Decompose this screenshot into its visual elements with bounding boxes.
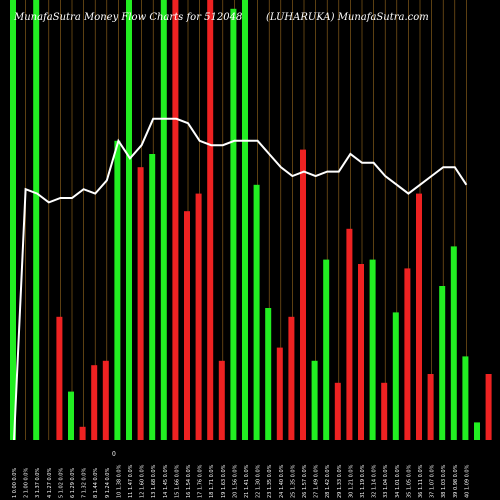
outflow-bar — [102, 360, 109, 440]
x-tick-label: 10 1.38 0.0% — [116, 464, 122, 498]
money-flow-line — [13, 117, 468, 441]
inflow-bar — [392, 312, 399, 440]
outflow-bar — [288, 316, 295, 440]
x-tick-label: 39 0.98 0.0% — [453, 464, 459, 498]
inflow-bar — [160, 0, 167, 440]
inflow-bar — [474, 422, 480, 440]
inflow-bar — [230, 8, 237, 441]
inflow-bar — [323, 259, 330, 440]
inflow-bar — [33, 0, 40, 440]
x-tick-label: 1 0.00 0.0% — [12, 468, 18, 498]
x-tick-label: 19 1.63 0.0% — [221, 464, 227, 498]
outflow-bar — [195, 193, 202, 440]
outflow-bar — [207, 0, 214, 440]
x-tick-label: 7 1.32 0.0% — [82, 468, 88, 498]
inflow-bar — [462, 356, 469, 440]
x-tick-label: 31 1.19 0.0% — [360, 464, 366, 498]
outflow-bar — [334, 382, 341, 440]
x-tick-label: 17 1.76 0.0% — [198, 464, 204, 498]
x-tick-label: 32 1.14 0.0% — [372, 464, 378, 498]
x-tick-label: 11 1.47 0.0% — [128, 464, 134, 498]
x-tick-label: 21 1.41 0.0% — [244, 464, 250, 498]
x-tick-label: 40 1.09 0.0% — [464, 464, 470, 498]
x-tick-label: 37 1.07 0.0% — [430, 464, 436, 498]
x-tick-label: 29 1.33 0.0% — [337, 464, 343, 498]
x-tick-label: 22 1.30 0.0% — [256, 464, 262, 498]
x-tick-label: 26 1.57 0.0% — [302, 464, 308, 498]
outflow-bar — [172, 0, 179, 440]
inflow-bar — [369, 259, 376, 440]
outflow-bar — [404, 268, 411, 440]
x-tick-labels: 1 0.00 0.0% 2 1.00 0.0% 3 1.37 0.0% 4 1.27 … — [12, 464, 470, 498]
outflow-bar — [358, 264, 364, 440]
x-tick-label: 14 1.45 0.0% — [163, 464, 169, 498]
inflow-bar — [450, 246, 457, 440]
outflow-bar — [218, 360, 225, 440]
outflow-bar — [427, 374, 434, 440]
x-tick-label: 38 1.03 0.0% — [441, 464, 447, 498]
outflow-bar — [485, 374, 492, 440]
chart-subtitle: (LUHARUKA) MunafaSutra.com — [266, 12, 429, 23]
inflow-bar — [126, 0, 132, 440]
x-tick-label: 15 1.66 0.0% — [174, 464, 180, 498]
inflow-bar — [253, 184, 260, 440]
inflow-bar — [68, 391, 74, 440]
x-tick-label: 35 1.05 0.0% — [406, 464, 412, 498]
inflow-bar — [10, 0, 16, 440]
x-tick-label: 12 1.60 0.0% — [140, 464, 146, 498]
money-flow-bars — [10, 0, 492, 441]
outflow-bar — [91, 365, 98, 440]
inflow-bar — [311, 360, 318, 440]
outflow-bar — [416, 193, 422, 440]
outflow-bar — [276, 347, 283, 440]
outflow-bar — [79, 426, 86, 440]
x-tick-label: 23 1.35 0.0% — [267, 464, 273, 498]
inflow-bar — [114, 140, 121, 441]
chart-title: MunafaSutra Money Flow Charts for 512048 — [13, 12, 242, 23]
inflow-bar — [439, 286, 446, 440]
x-tick-label: 6 1.29 0.0% — [70, 468, 76, 498]
x-tick-label: 16 1.54 0.0% — [186, 464, 192, 498]
inflow-bar — [242, 0, 248, 440]
outflow-bar — [56, 316, 63, 440]
x-tick-label: 18 1.71 0.0% — [209, 464, 215, 498]
outflow-bar — [300, 149, 306, 440]
outflow-bar — [137, 167, 144, 440]
x-tick-label: 27 1.49 0.0% — [314, 464, 320, 498]
x-tick-label: 36 1.11 0.0% — [418, 464, 424, 498]
x-tick-label: 4 1.27 0.0% — [47, 468, 53, 498]
outflow-bar — [346, 228, 353, 440]
x-tick-label: 3 1.37 0.0% — [35, 468, 41, 498]
outflow-bar — [381, 382, 388, 440]
x-tick-label: 33 1.04 0.0% — [383, 464, 389, 498]
inflow-bar — [265, 308, 272, 440]
outflow-bar — [184, 211, 190, 440]
x-tick-label: 2 1.00 0.0% — [24, 468, 30, 498]
x-tick-label: 24 1.40 0.0% — [279, 464, 285, 498]
x-tick-label: 5 1.02 0.0% — [58, 468, 64, 498]
x-tick-label: 30 1.21 0.0% — [348, 464, 354, 498]
inflow-bar — [149, 154, 156, 440]
x-tick-label: 13 1.68 0.0% — [151, 464, 157, 498]
x-tick-label: 20 1.56 0.0% — [232, 464, 238, 498]
x-tick-label: 34 1.01 0.0% — [395, 464, 401, 498]
x-tick-label: 28 1.42 0.0% — [325, 464, 331, 498]
x-tick-label: 8 1.44 0.0% — [93, 468, 99, 498]
mid-label: 0 — [112, 451, 116, 458]
x-tick-label: 9 1.24 0.0% — [105, 468, 111, 498]
x-tick-label: 25 1.35 0.0% — [290, 464, 296, 498]
